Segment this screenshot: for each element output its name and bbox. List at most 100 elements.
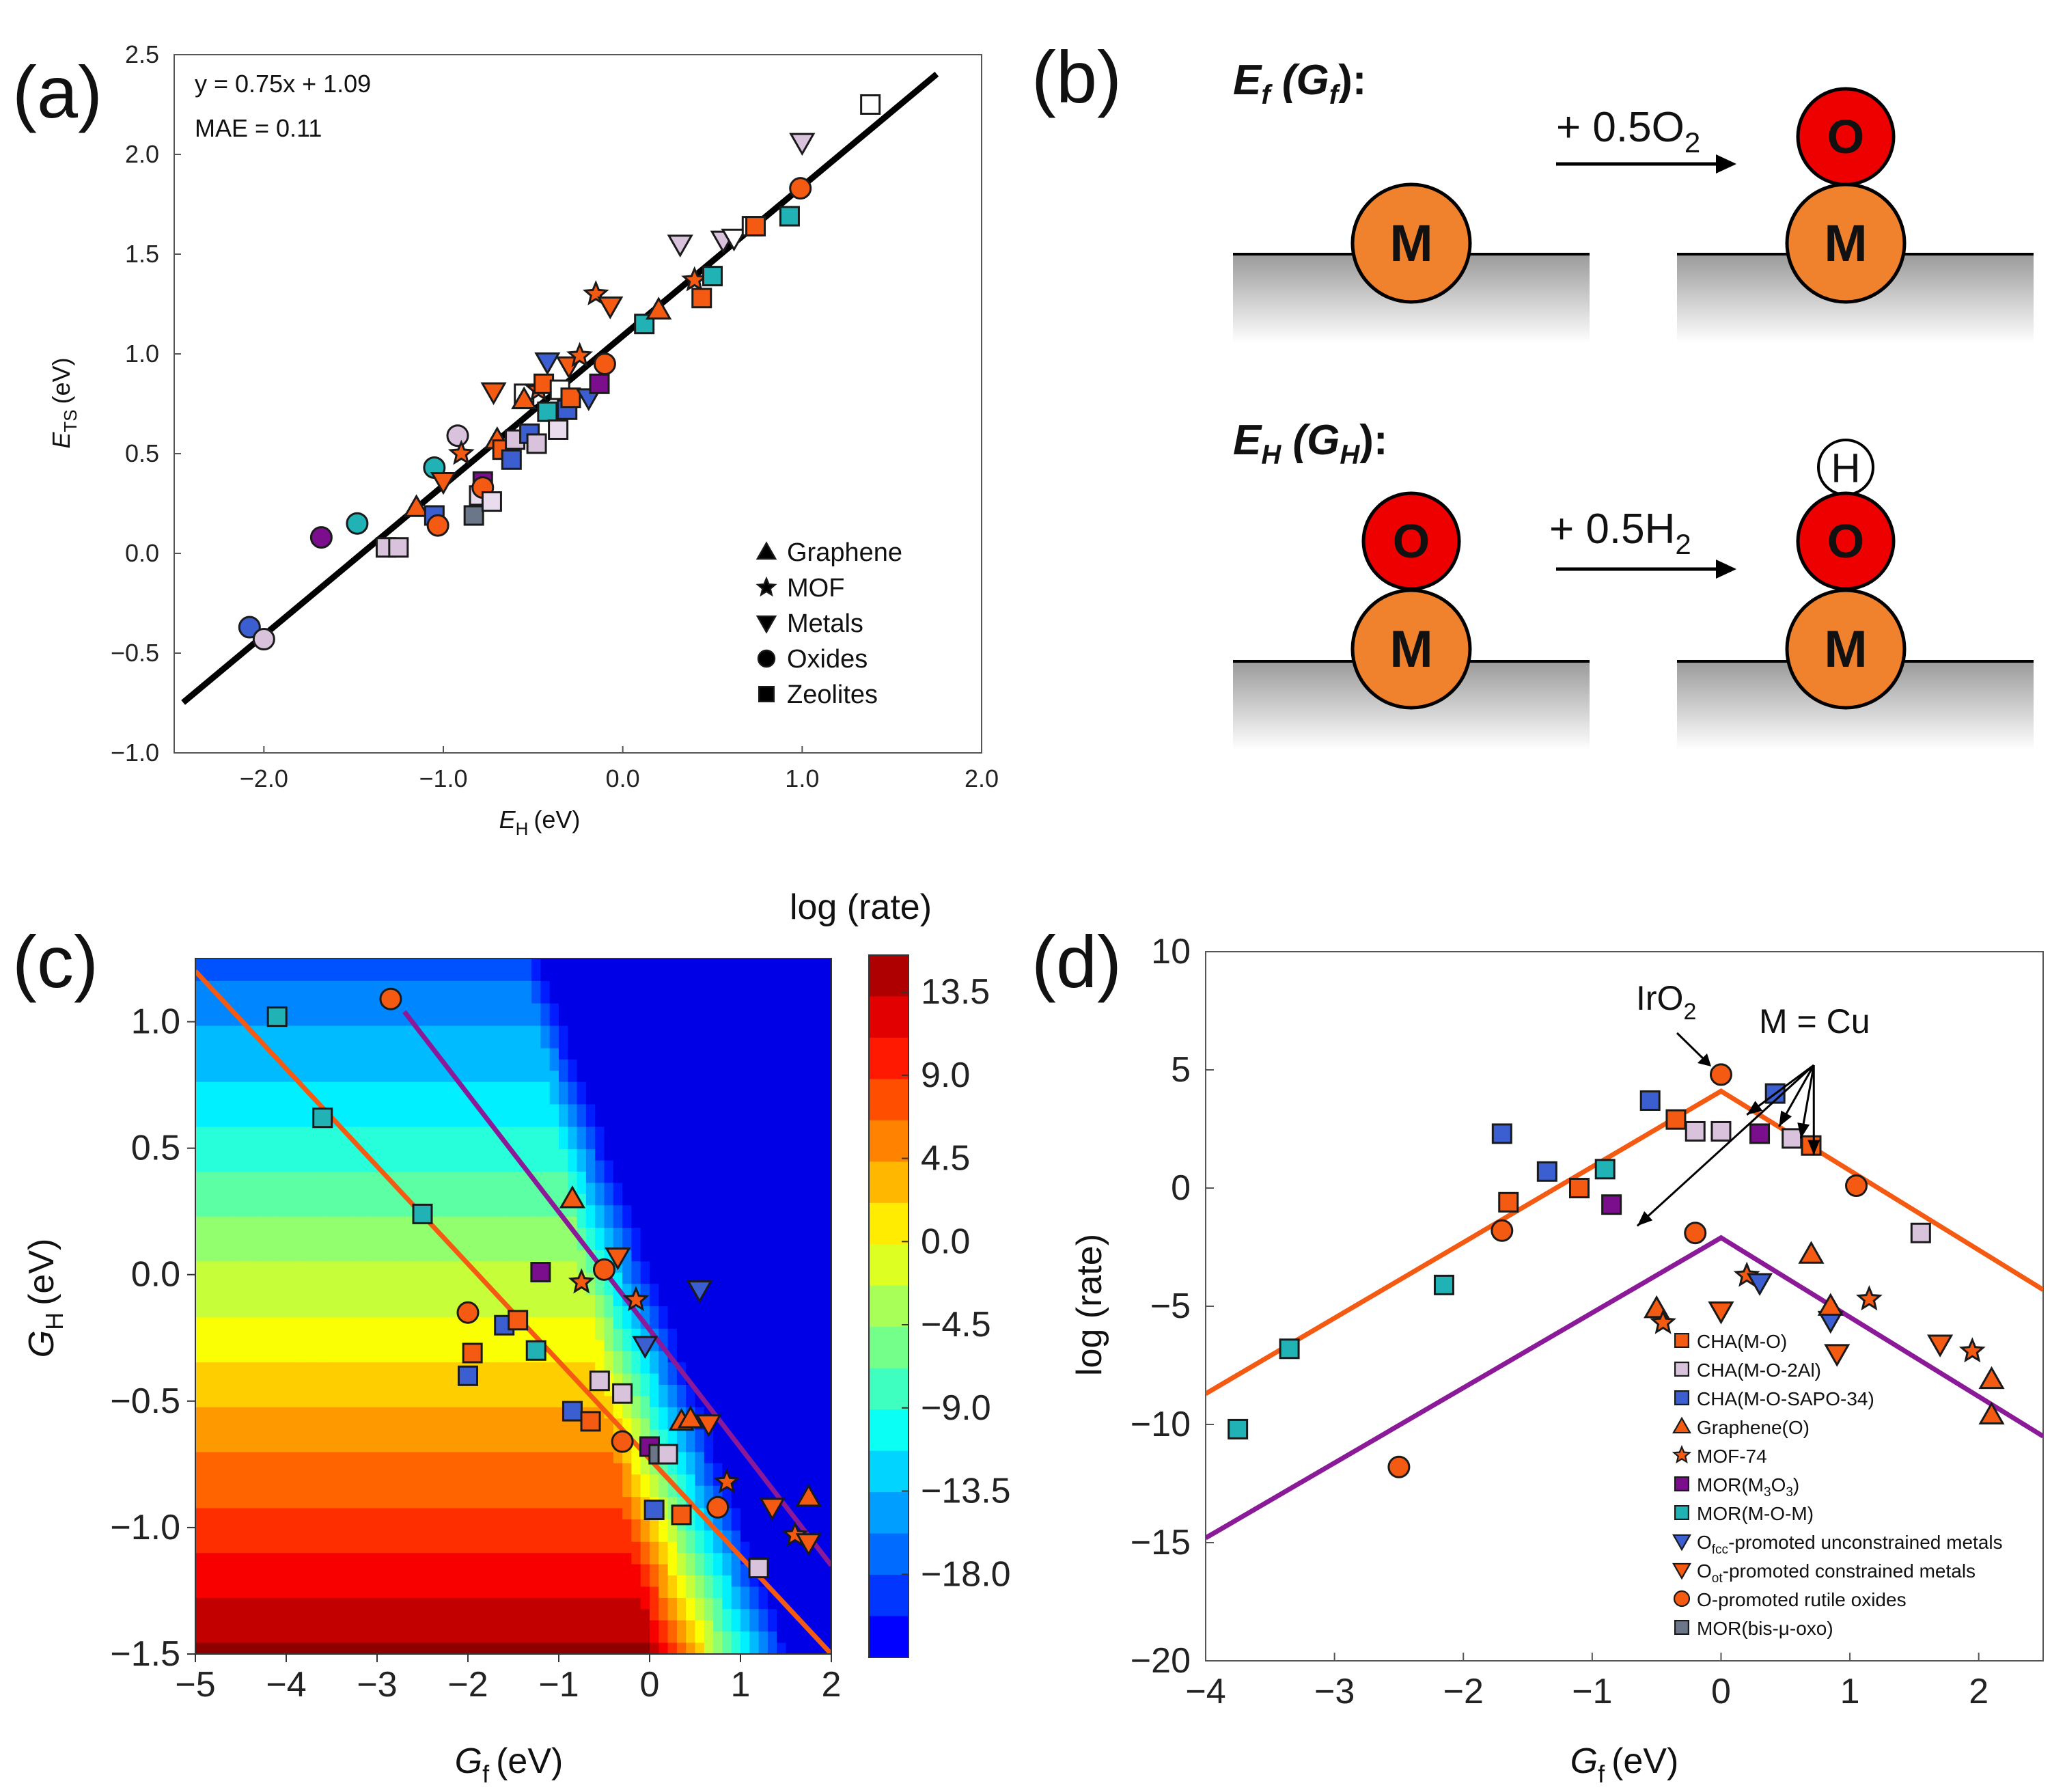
heatmap-cell <box>513 1261 523 1273</box>
heatmap-cell <box>458 1508 469 1520</box>
heatmap-cell <box>695 1059 705 1071</box>
heatmap-cell <box>377 1396 387 1408</box>
heatmap-cell <box>458 1564 469 1576</box>
heatmap-cell <box>758 1081 768 1094</box>
panel-a-xlabel-unit: (eV) <box>533 805 580 833</box>
heatmap-cell <box>640 1071 650 1083</box>
heatmap-cell <box>204 1597 214 1610</box>
heatmap-cell <box>740 1149 751 1161</box>
heatmap-cell <box>585 1127 596 1139</box>
heatmap-cell <box>758 1373 768 1386</box>
heatmap-cell <box>504 1239 514 1251</box>
heatmap-cell <box>704 1071 714 1083</box>
heatmap-cell <box>777 1474 787 1487</box>
heatmap-cell <box>395 1384 405 1397</box>
heatmap-cell <box>767 1036 777 1049</box>
heatmap-cell <box>313 1025 323 1038</box>
heatmap-cell <box>377 1272 387 1284</box>
x-tick-label: 0 <box>1711 1672 1731 1711</box>
heatmap-cell <box>350 1003 360 1015</box>
heatmap-cell <box>268 1127 278 1139</box>
heatmap-cell <box>740 1003 751 1015</box>
heatmap-cell <box>622 1149 633 1161</box>
heatmap-cell <box>568 1093 578 1105</box>
heatmap-cell <box>232 1160 242 1172</box>
heatmap-cell <box>449 1160 460 1172</box>
heatmap-cell <box>268 1373 278 1386</box>
heatmap-cell <box>585 1059 596 1071</box>
heatmap-cell <box>722 1407 732 1419</box>
heatmap-cell <box>322 1239 333 1251</box>
heatmap-cell <box>522 1474 532 1487</box>
heatmap-cell <box>386 1508 396 1520</box>
heatmap-cell <box>522 1586 532 1599</box>
heatmap-cell <box>313 1228 323 1240</box>
heatmap-cell <box>322 1003 333 1015</box>
heatmap-cell <box>804 1597 814 1610</box>
heatmap-cell <box>331 1396 342 1408</box>
heatmap-cell <box>650 1407 660 1419</box>
x-tick-label: −4 <box>1185 1672 1225 1711</box>
heatmap-cell <box>249 1586 260 1599</box>
heatmap-cell <box>786 1340 796 1352</box>
heatmap-cell <box>286 1396 296 1408</box>
heatmap-cell <box>676 1384 687 1397</box>
heatmap-cell <box>413 1115 424 1128</box>
heatmap-cell <box>777 1575 787 1588</box>
heatmap-cell <box>259 1564 269 1576</box>
heatmap-cell <box>577 1429 587 1442</box>
heatmap-cell <box>522 1228 532 1240</box>
heatmap-cell <box>577 1306 587 1319</box>
heatmap-cell <box>767 1295 777 1307</box>
heatmap-cell <box>359 1474 369 1487</box>
heatmap-cell <box>268 1407 278 1419</box>
heatmap-cell <box>477 1396 487 1408</box>
heatmap-cell <box>822 969 831 982</box>
heatmap-cell <box>295 1631 305 1644</box>
heatmap-cell <box>458 1025 469 1038</box>
heatmap-cell <box>449 1003 460 1015</box>
heatmap-cell <box>286 1250 296 1263</box>
heatmap-cell <box>422 1396 432 1408</box>
heatmap-cell <box>286 1003 296 1015</box>
heatmap-cell <box>531 1553 542 1565</box>
heatmap-cell <box>422 1081 432 1094</box>
heatmap-cell <box>213 1609 223 1621</box>
heatmap-cell <box>804 1452 814 1464</box>
heatmap-cell <box>731 1104 741 1116</box>
heatmap-cell <box>794 1127 805 1139</box>
heatmap-cell <box>350 1485 360 1498</box>
heatmap-cell <box>749 1250 760 1263</box>
heatmap-cell <box>777 1620 787 1632</box>
heatmap-cell <box>359 1194 369 1207</box>
heatmap-cell <box>322 1541 333 1554</box>
heatmap-cell <box>676 1631 687 1644</box>
heatmap-cell <box>659 1362 669 1375</box>
heatmap-cell <box>322 1429 333 1442</box>
data-point <box>1710 1120 1732 1142</box>
heatmap-cell <box>286 1407 296 1419</box>
heatmap-cell <box>195 1452 206 1464</box>
heatmap-cell <box>486 1104 496 1116</box>
heatmap-cell <box>595 1104 605 1116</box>
heatmap-cell <box>622 1407 633 1419</box>
heatmap-cell <box>767 1429 777 1442</box>
heatmap-cell <box>613 1564 623 1576</box>
heatmap-cell <box>395 1418 405 1431</box>
heatmap-cell <box>295 1025 305 1038</box>
heatmap-cell <box>513 1508 523 1520</box>
heatmap-cell <box>422 959 432 971</box>
heatmap-cell <box>531 1216 542 1228</box>
heatmap-cell <box>650 1138 660 1150</box>
heatmap-cell <box>340 1015 350 1027</box>
heatmap-cell <box>395 1474 405 1487</box>
heatmap-cell <box>368 1463 378 1476</box>
heatmap-cell <box>304 1441 314 1453</box>
data-point <box>860 94 881 115</box>
data-point <box>1498 1191 1519 1213</box>
heatmap-cell <box>331 959 342 971</box>
data-point <box>589 373 610 394</box>
heatmap-cell <box>504 1261 514 1273</box>
heatmap-cell <box>304 1104 314 1116</box>
